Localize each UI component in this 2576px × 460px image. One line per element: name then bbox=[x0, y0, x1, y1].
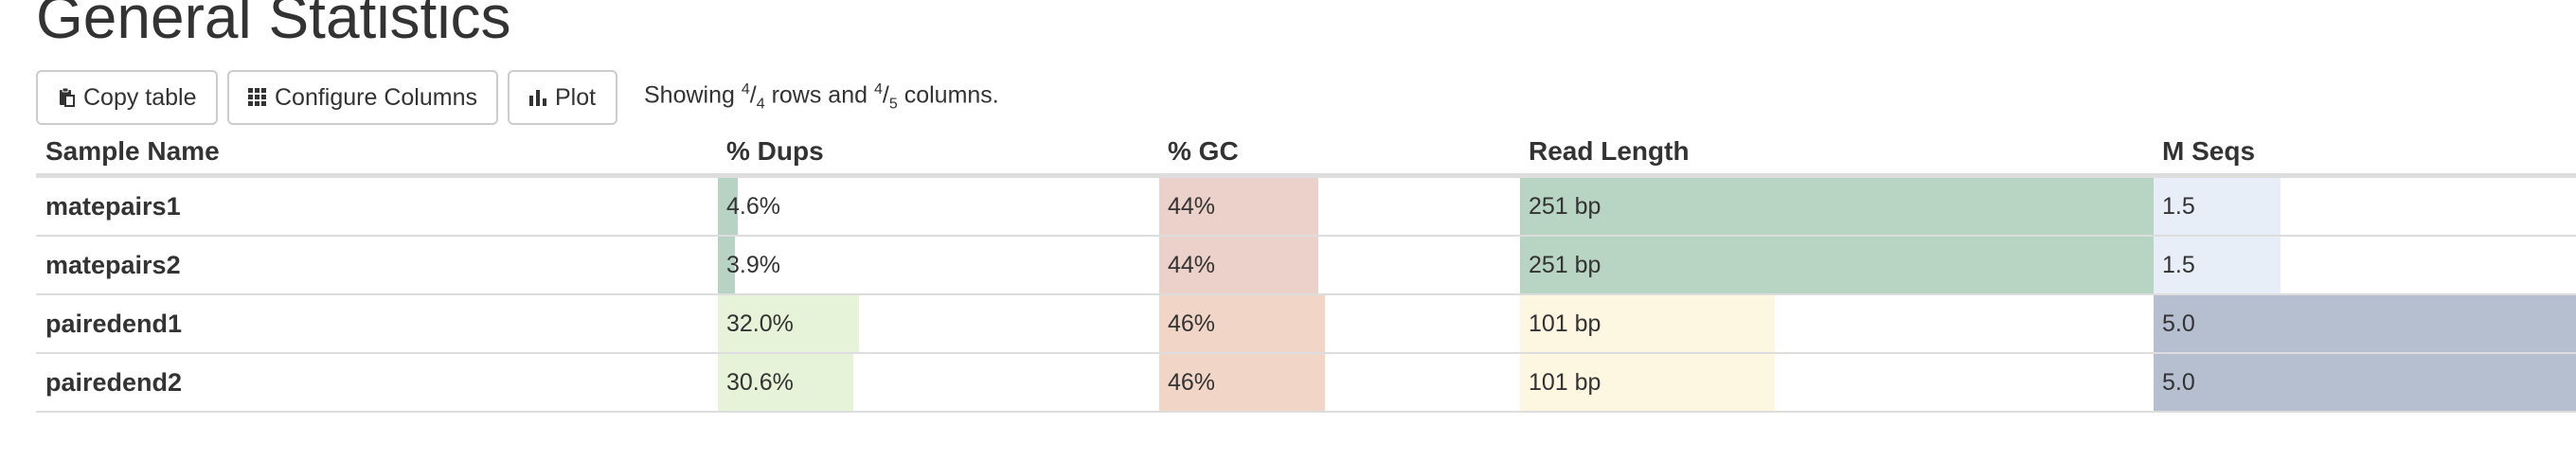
cols-shown: 4 bbox=[873, 81, 883, 98]
read-length-value: 101 bp bbox=[1529, 310, 1601, 337]
general-stats-table: Sample Name % Dups % GC Read Length M Se… bbox=[36, 131, 2576, 413]
gc-bar bbox=[1159, 237, 1318, 293]
cols-total: 5 bbox=[888, 96, 898, 113]
dups-bar bbox=[718, 237, 735, 293]
read-length-cell: 101 bp bbox=[1520, 295, 2154, 352]
gc-cell: 46% bbox=[1159, 295, 1520, 352]
table-row: matepairs2 3.9% 44% 251 bp 1.5 bbox=[36, 237, 2576, 295]
gc-bar bbox=[1159, 178, 1318, 235]
read-length-cell: 251 bp bbox=[1520, 237, 2154, 293]
bar-chart-icon bbox=[528, 88, 547, 107]
gc-value: 46% bbox=[1168, 369, 1216, 396]
table-header: Sample Name % Dups % GC Read Length M Se… bbox=[36, 131, 2576, 178]
dups-cell: 32.0% bbox=[718, 295, 1159, 352]
gc-value: 44% bbox=[1168, 193, 1216, 220]
clipboard-icon bbox=[57, 87, 76, 108]
m-seqs-bar bbox=[2154, 237, 2281, 293]
rows-total: 4 bbox=[756, 96, 765, 113]
read-length-value: 251 bp bbox=[1529, 193, 1601, 220]
header-sample-name[interactable]: Sample Name bbox=[45, 136, 220, 166]
read-length-cell: 251 bp bbox=[1520, 178, 2154, 235]
header-read-length[interactable]: Read Length bbox=[1529, 136, 1690, 166]
table-toolbar: Copy table Configure Columns bbox=[36, 68, 999, 127]
dups-bar bbox=[718, 178, 738, 235]
m-seqs-bar bbox=[2154, 295, 2576, 352]
read-length-value: 251 bp bbox=[1529, 252, 1601, 278]
sample-name-cell: pairedend1 bbox=[45, 310, 183, 338]
m-seqs-value: 5.0 bbox=[2162, 369, 2195, 396]
m-seqs-bar bbox=[2154, 178, 2281, 235]
copy-table-label: Copy table bbox=[83, 83, 197, 111]
configure-columns-label: Configure Columns bbox=[275, 83, 477, 111]
read-length-bar bbox=[1520, 354, 1775, 411]
showing-prefix: Showing bbox=[644, 81, 735, 109]
m-seqs-bar bbox=[2154, 354, 2576, 411]
read-length-bar bbox=[1520, 295, 1775, 352]
gc-cell: 44% bbox=[1159, 178, 1520, 235]
dups-value: 30.6% bbox=[726, 369, 794, 396]
dups-value: 4.6% bbox=[726, 193, 780, 220]
plot-button[interactable]: Plot bbox=[508, 70, 617, 125]
read-length-bar bbox=[1520, 178, 2154, 235]
read-length-value: 101 bp bbox=[1529, 369, 1601, 396]
dups-value: 3.9% bbox=[726, 252, 780, 278]
m-seqs-cell: 1.5 bbox=[2154, 178, 2576, 235]
table-row: pairedend1 32.0% 46% 101 bp 5.0 bbox=[36, 295, 2576, 354]
dups-cell: 4.6% bbox=[718, 178, 1159, 235]
m-seqs-cell: 5.0 bbox=[2154, 295, 2576, 352]
configure-columns-button[interactable]: Configure Columns bbox=[227, 70, 498, 125]
dups-cell: 30.6% bbox=[718, 354, 1159, 411]
m-seqs-value: 5.0 bbox=[2162, 310, 2195, 337]
gc-bar bbox=[1159, 295, 1325, 352]
read-length-bar bbox=[1520, 237, 2154, 293]
m-seqs-value: 1.5 bbox=[2162, 252, 2195, 278]
gc-cell: 44% bbox=[1159, 237, 1520, 293]
m-seqs-value: 1.5 bbox=[2162, 193, 2195, 220]
section-title: General Statistics bbox=[36, 0, 511, 51]
table-row: matepairs1 4.6% 44% 251 bp 1.5 bbox=[36, 178, 2576, 237]
gc-bar bbox=[1159, 354, 1325, 411]
plot-label: Plot bbox=[555, 83, 597, 111]
dups-cell: 3.9% bbox=[718, 237, 1159, 293]
gc-value: 44% bbox=[1168, 252, 1216, 278]
header-m-seqs[interactable]: M Seqs bbox=[2162, 136, 2256, 166]
m-seqs-cell: 1.5 bbox=[2154, 237, 2576, 293]
dups-value: 32.0% bbox=[726, 310, 794, 337]
dups-bar bbox=[718, 354, 853, 411]
sample-name-cell: matepairs1 bbox=[45, 192, 181, 221]
sample-name-cell: pairedend2 bbox=[45, 368, 183, 397]
dups-bar bbox=[718, 295, 859, 352]
sample-name-cell: matepairs2 bbox=[45, 251, 181, 279]
table-body: matepairs1 4.6% 44% 251 bp 1.5 matepairs2 3.9%… bbox=[36, 178, 2576, 413]
header-gc[interactable]: % GC bbox=[1168, 136, 1239, 166]
rows-word: rows and bbox=[771, 81, 868, 109]
header-dups[interactable]: % Dups bbox=[726, 136, 824, 166]
cols-word: columns. bbox=[903, 81, 999, 109]
copy-table-button[interactable]: Copy table bbox=[36, 70, 218, 125]
gc-cell: 46% bbox=[1159, 354, 1520, 411]
read-length-cell: 101 bp bbox=[1520, 354, 2154, 411]
showing-status: Showing 4/4 rows and 4/5 columns. bbox=[644, 81, 999, 113]
rows-shown: 4 bbox=[741, 81, 750, 98]
table-row: pairedend2 30.6% 46% 101 bp 5.0 bbox=[36, 354, 2576, 413]
m-seqs-cell: 5.0 bbox=[2154, 354, 2576, 411]
gc-value: 46% bbox=[1168, 310, 1216, 337]
grid-icon bbox=[248, 88, 267, 107]
